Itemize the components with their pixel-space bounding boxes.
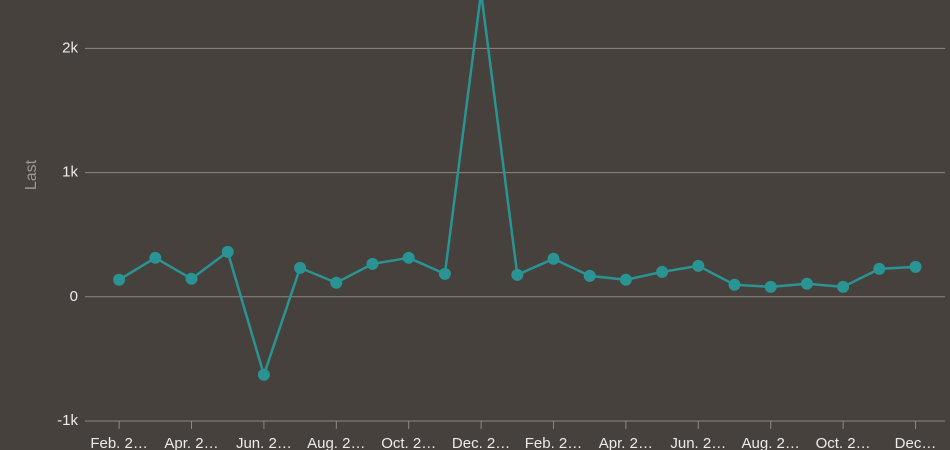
point [909, 260, 922, 273]
point [619, 273, 632, 286]
x-tick-label: Apr. 2… [599, 435, 653, 450]
point [438, 267, 451, 280]
point [294, 261, 307, 274]
point [547, 252, 560, 265]
y-tick-label: -1k [57, 412, 78, 429]
point [583, 269, 596, 282]
x-tick-label: Jun. 2… [236, 435, 292, 450]
x-tick-label: Aug. 2… [742, 435, 800, 450]
x-tick-label: Oct. 2… [381, 435, 436, 450]
y-axis-label: Last [23, 159, 40, 190]
y-tick-label: 0 [70, 288, 78, 305]
point [330, 276, 343, 289]
x-tick-label: Oct. 2… [816, 435, 871, 450]
point [149, 251, 162, 264]
point [221, 245, 234, 258]
point [728, 278, 741, 291]
point [402, 251, 415, 264]
x-tick-label: Jun. 2… [670, 435, 726, 450]
point [113, 273, 126, 286]
point [764, 280, 777, 293]
x-tick-label: Apr. 2… [164, 435, 218, 450]
point [873, 262, 886, 275]
point [656, 265, 669, 278]
line [118, 0, 916, 377]
x-tick-label: Feb. 2… [90, 435, 148, 450]
y-tick-label: 2k [62, 39, 78, 56]
point [800, 277, 813, 290]
x-tick-label: Feb. 2… [525, 435, 583, 450]
point [257, 368, 270, 381]
point [185, 272, 198, 285]
point [511, 268, 524, 281]
point [837, 280, 850, 293]
x-tick-label: Dec… [895, 435, 937, 450]
plot-area [113, 0, 922, 381]
point [366, 257, 379, 270]
x-tick-label: Dec. 2… [452, 435, 510, 450]
y-tick-label: 1k [62, 164, 78, 181]
x-tick-label: Aug. 2… [307, 435, 365, 450]
point [692, 259, 705, 272]
